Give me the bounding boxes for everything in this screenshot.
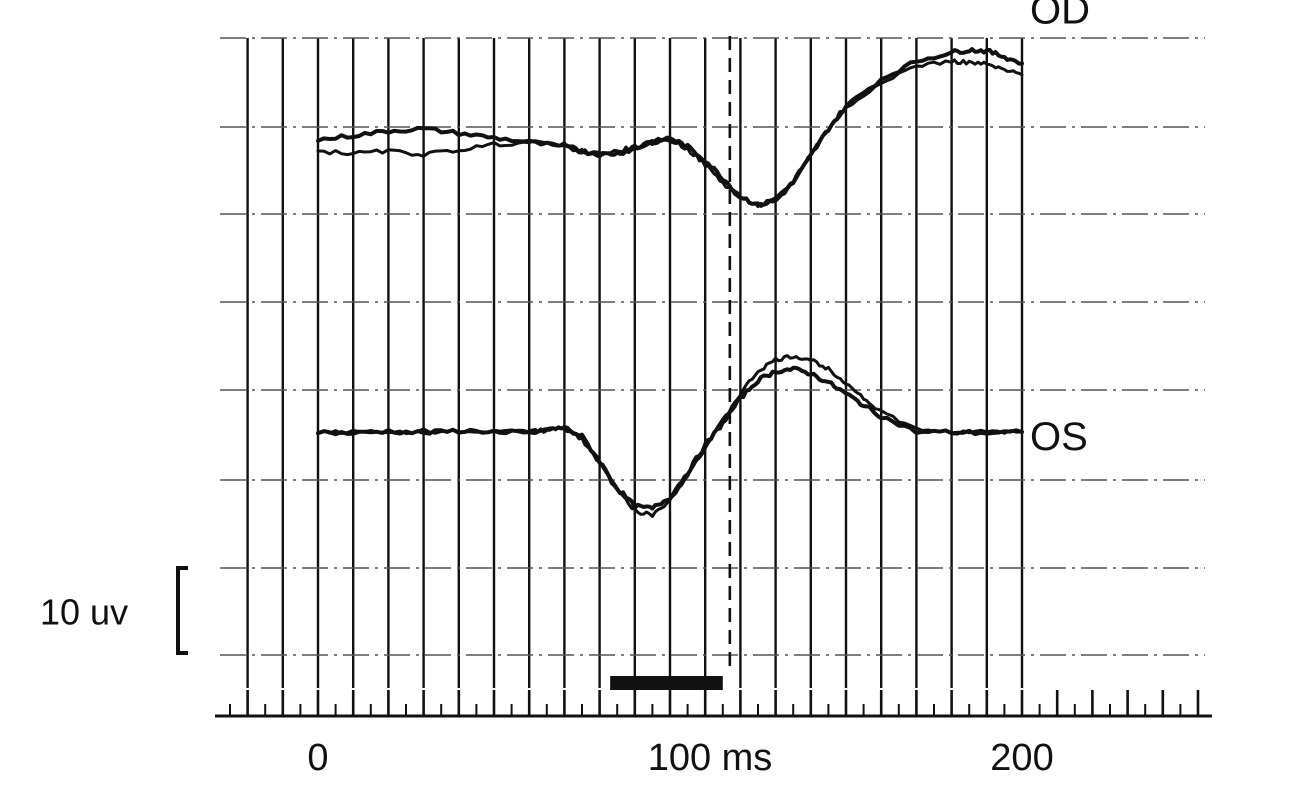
series-label-os: OS <box>1030 415 1088 459</box>
x-tick-label: 200 <box>990 737 1053 779</box>
stimulus-bar <box>610 676 723 690</box>
x-axis: 0 100 ms 200 <box>215 690 1212 779</box>
scale-bracket <box>176 566 188 655</box>
x-tick-label: 0 <box>307 737 328 779</box>
stimulus-markers <box>610 36 732 690</box>
x-tick-label: 100 ms <box>648 737 773 779</box>
amplitude-scale-bar: 10 uv <box>40 566 188 655</box>
trace-os-2 <box>316 354 1024 518</box>
chart-labels: OD OS <box>1030 0 1090 459</box>
traces <box>316 47 1024 518</box>
trace-od-2 <box>316 58 1024 209</box>
scale-bar-label: 10 uv <box>40 592 128 633</box>
series-label-od: OD <box>1030 0 1090 33</box>
trace-od-1 <box>316 47 1024 208</box>
